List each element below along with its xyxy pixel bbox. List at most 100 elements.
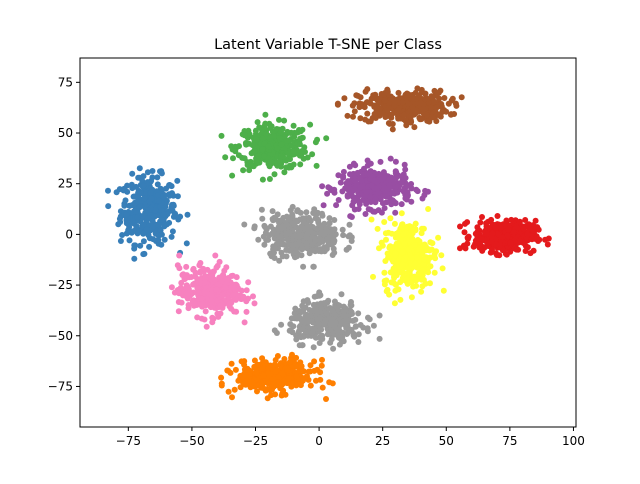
data-point xyxy=(271,171,278,178)
data-point xyxy=(239,154,246,161)
data-point xyxy=(253,369,260,376)
data-point xyxy=(320,231,327,237)
data-point xyxy=(387,215,394,222)
data-point xyxy=(279,370,286,377)
data-point xyxy=(134,214,141,221)
data-point xyxy=(424,117,431,124)
data-point xyxy=(297,135,304,142)
data-point xyxy=(161,221,168,228)
data-point xyxy=(258,206,265,213)
data-point xyxy=(319,356,325,363)
data-point xyxy=(354,194,361,201)
data-point xyxy=(259,365,266,372)
data-point xyxy=(504,232,511,239)
series-4 xyxy=(457,213,552,259)
data-point xyxy=(417,116,424,123)
data-point xyxy=(145,207,152,214)
data-point xyxy=(241,132,248,139)
data-point xyxy=(381,205,388,212)
data-point xyxy=(290,122,297,129)
data-point xyxy=(349,193,356,200)
data-point xyxy=(350,160,357,167)
data-point xyxy=(219,292,226,299)
data-point xyxy=(363,189,370,196)
data-point xyxy=(175,299,182,305)
data-point xyxy=(409,104,416,111)
data-point xyxy=(404,270,411,276)
data-point xyxy=(253,136,260,143)
data-point xyxy=(342,322,349,329)
data-point xyxy=(233,281,239,288)
data-point xyxy=(229,394,235,401)
data-point xyxy=(403,122,410,129)
data-point xyxy=(352,316,359,323)
x-tick-label: 100 xyxy=(562,434,585,448)
data-point xyxy=(361,104,368,111)
data-point xyxy=(168,284,175,291)
data-point xyxy=(198,295,205,302)
data-point xyxy=(240,293,247,300)
data-point xyxy=(248,162,255,169)
data-point xyxy=(140,238,147,245)
data-point xyxy=(259,215,266,222)
data-point xyxy=(404,183,410,190)
data-point xyxy=(284,137,290,144)
data-point xyxy=(294,208,301,215)
data-point xyxy=(408,198,415,205)
data-point xyxy=(237,384,244,391)
data-point xyxy=(228,284,235,291)
data-point xyxy=(355,331,362,338)
data-point xyxy=(202,308,209,315)
data-point xyxy=(299,246,306,253)
data-point xyxy=(249,379,256,386)
data-point xyxy=(507,239,514,246)
data-point xyxy=(405,246,412,253)
data-point xyxy=(389,197,396,204)
data-point xyxy=(313,162,320,169)
data-point xyxy=(143,226,150,233)
data-point xyxy=(194,314,201,321)
data-point xyxy=(339,188,346,195)
data-point xyxy=(289,236,295,243)
data-point xyxy=(324,331,331,338)
data-point xyxy=(395,234,402,241)
data-point xyxy=(152,207,159,214)
data-point xyxy=(329,252,336,258)
data-point xyxy=(138,190,144,197)
data-point xyxy=(296,308,303,314)
data-point xyxy=(262,111,269,118)
data-point xyxy=(327,339,334,346)
x-tick-label: −50 xyxy=(179,434,204,448)
data-point xyxy=(314,293,321,299)
data-point xyxy=(277,233,284,240)
data-point xyxy=(262,224,269,231)
data-point xyxy=(422,90,429,97)
data-point xyxy=(352,323,359,330)
data-point xyxy=(479,214,485,220)
data-point xyxy=(477,219,484,226)
data-point xyxy=(336,341,343,348)
data-point xyxy=(268,123,275,130)
plot-frame xyxy=(79,57,577,428)
data-point xyxy=(250,293,256,300)
data-point xyxy=(399,99,406,106)
data-point xyxy=(302,328,309,335)
data-point xyxy=(158,231,165,238)
data-point xyxy=(166,182,173,189)
data-point xyxy=(356,201,363,208)
data-point xyxy=(232,296,239,303)
data-point xyxy=(427,254,433,261)
data-point xyxy=(315,217,321,224)
data-point xyxy=(335,197,342,203)
data-point xyxy=(133,227,140,234)
data-point xyxy=(344,330,351,337)
data-point xyxy=(371,177,378,184)
data-point xyxy=(283,247,290,253)
data-point xyxy=(225,388,232,395)
y-tick-label: 0 xyxy=(65,227,73,241)
data-point xyxy=(329,380,336,387)
y-axis: −75 −50 −25 0 25 50 75 xyxy=(48,75,80,393)
data-point xyxy=(322,317,329,324)
data-point xyxy=(365,206,372,213)
